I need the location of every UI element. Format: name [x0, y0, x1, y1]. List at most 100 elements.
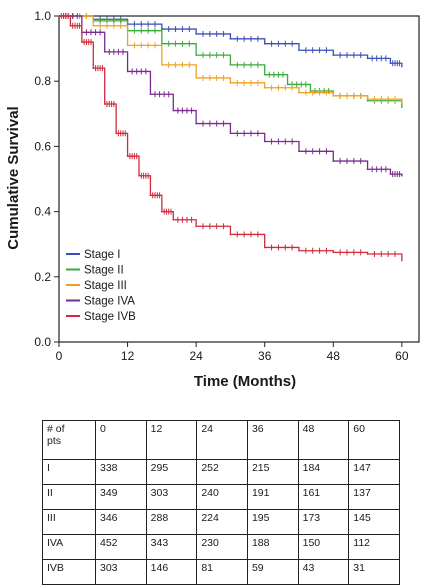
risk-table-value-cell: 184: [297, 459, 350, 485]
risk-table-value-cell: 343: [145, 534, 198, 560]
risk-table-stage-cell: IVA: [42, 534, 96, 560]
data-point: [229, 132, 232, 135]
patients-at-risk-table: # of pts 0 12 24 36 48 60 I 338 295 252 215 184 147 II 3…: [42, 420, 400, 585]
data-point: [332, 95, 335, 97]
risk-table-value-cell: 195: [246, 509, 299, 535]
legend-label: Stage IVA: [84, 296, 135, 308]
risk-table-time-header: 36: [246, 420, 299, 460]
data-point: [229, 64, 232, 66]
data-point: [229, 38, 232, 40]
risk-table-time-header: 12: [145, 420, 198, 460]
data-point: [161, 28, 163, 30]
risk-table-value-cell: 338: [95, 459, 147, 485]
risk-table-value-cell: 240: [196, 484, 248, 510]
data-point: [263, 42, 266, 45]
data-point: [366, 253, 369, 255]
data-point: [103, 103, 106, 105]
survival-curve: [59, 15, 403, 176]
data-point: [229, 233, 232, 236]
y-tick-label: 1.0: [34, 9, 51, 23]
legend-label: Stage IVB: [84, 311, 136, 323]
data-point: [298, 249, 300, 252]
risk-table-value-cell: 215: [246, 459, 299, 485]
risk-table-value-cell: 349: [95, 484, 147, 510]
data-point: [366, 57, 369, 60]
series-group: [58, 13, 403, 262]
series-stage-iva: [58, 13, 403, 178]
legend-label: Stage I: [84, 249, 120, 261]
series-stage-ii: [58, 13, 403, 109]
y-tick-label: 0.4: [34, 205, 51, 219]
plot-frame: [58, 15, 420, 343]
data-point: [58, 15, 60, 17]
data-point: [298, 91, 300, 94]
risk-table-value-cell: 137: [348, 484, 400, 510]
risk-table-stage-cell: I: [42, 459, 96, 485]
data-point: [115, 132, 117, 135]
survival-chart: 0 12 24 36 48 600.00.20.40.60.81.0 Stage ISta…: [5, 9, 420, 390]
survival-curve: [59, 15, 403, 261]
risk-table-value-cell: 188: [246, 534, 299, 560]
legend: Stage I Stage II Stage III Stage IVA Stage I…: [66, 249, 136, 323]
risk-table-value-cell: 303: [95, 559, 147, 585]
data-point: [366, 99, 369, 102]
data-point: [172, 218, 175, 221]
risk-table-row: IVB 303 146 81 59 43 31: [42, 559, 400, 585]
data-point: [195, 54, 197, 56]
risk-table-row: III 346 288 224 195 173 145: [42, 509, 400, 535]
data-point: [92, 67, 95, 69]
header-line: # of: [47, 423, 65, 435]
data-point: [263, 73, 266, 76]
risk-table-value-cell: 43: [297, 559, 350, 585]
risk-table-value-cell: 112: [348, 534, 400, 560]
data-point: [149, 194, 152, 197]
data-point: [401, 174, 403, 177]
data-point: [161, 42, 163, 45]
risk-table-value-cell: 150: [297, 534, 350, 560]
x-tick-label: 48: [327, 349, 341, 363]
y-tick-label: 0.2: [34, 270, 51, 284]
risk-table-value-cell: 161: [297, 484, 350, 510]
risk-table-value-cell: 147: [348, 459, 400, 485]
data-point: [309, 90, 312, 92]
risk-table-row: IVA 452 343 230 188 150 112: [42, 534, 400, 560]
axis-ticks: 0 12 24 36 48 60 0.0 0.2 0.4 0.6 0.8 1.0: [34, 9, 409, 363]
data-point: [298, 49, 300, 52]
data-point: [263, 140, 266, 143]
data-point: [103, 51, 106, 53]
risk-table-time-header: 60: [348, 420, 400, 460]
data-point: [332, 160, 335, 162]
x-tick-label: 0: [56, 349, 63, 363]
data-point: [149, 93, 152, 96]
data-point: [138, 174, 140, 177]
data-point: [389, 62, 392, 65]
risk-table-value-cell: 346: [95, 509, 147, 535]
risk-table-value-cell: 173: [297, 509, 350, 535]
data-point: [401, 65, 403, 68]
data-point: [332, 251, 335, 254]
risk-table-value-cell: 252: [196, 459, 248, 485]
y-tick-label: 0.0: [34, 335, 51, 349]
risk-table-value-cell: 288: [145, 509, 198, 535]
data-point: [195, 77, 197, 79]
risk-table-corner-cell: # of pts: [42, 420, 96, 460]
data-point: [195, 122, 197, 125]
risk-table-value-cell: 224: [196, 509, 248, 535]
data-point: [286, 83, 289, 86]
risk-table-value-cell: 81: [196, 559, 248, 585]
data-point: [195, 225, 197, 228]
x-tick-label: 24: [189, 349, 203, 363]
data-point: [366, 168, 369, 171]
data-point: [332, 54, 335, 56]
legend-label: Stage II: [84, 265, 124, 277]
data-point: [263, 246, 266, 249]
risk-table-time-header: 48: [297, 420, 350, 460]
risk-table-value-cell: 146: [145, 559, 198, 585]
risk-table-time-header: 0: [95, 420, 147, 460]
risk-table-value-cell: 145: [348, 509, 400, 535]
risk-table-value-cell: 452: [95, 534, 147, 560]
risk-table-row: I 338 295 252 215 184 147: [42, 459, 400, 485]
risk-table-value-cell: 230: [196, 534, 248, 560]
data-point: [126, 70, 129, 73]
data-point: [401, 101, 403, 104]
